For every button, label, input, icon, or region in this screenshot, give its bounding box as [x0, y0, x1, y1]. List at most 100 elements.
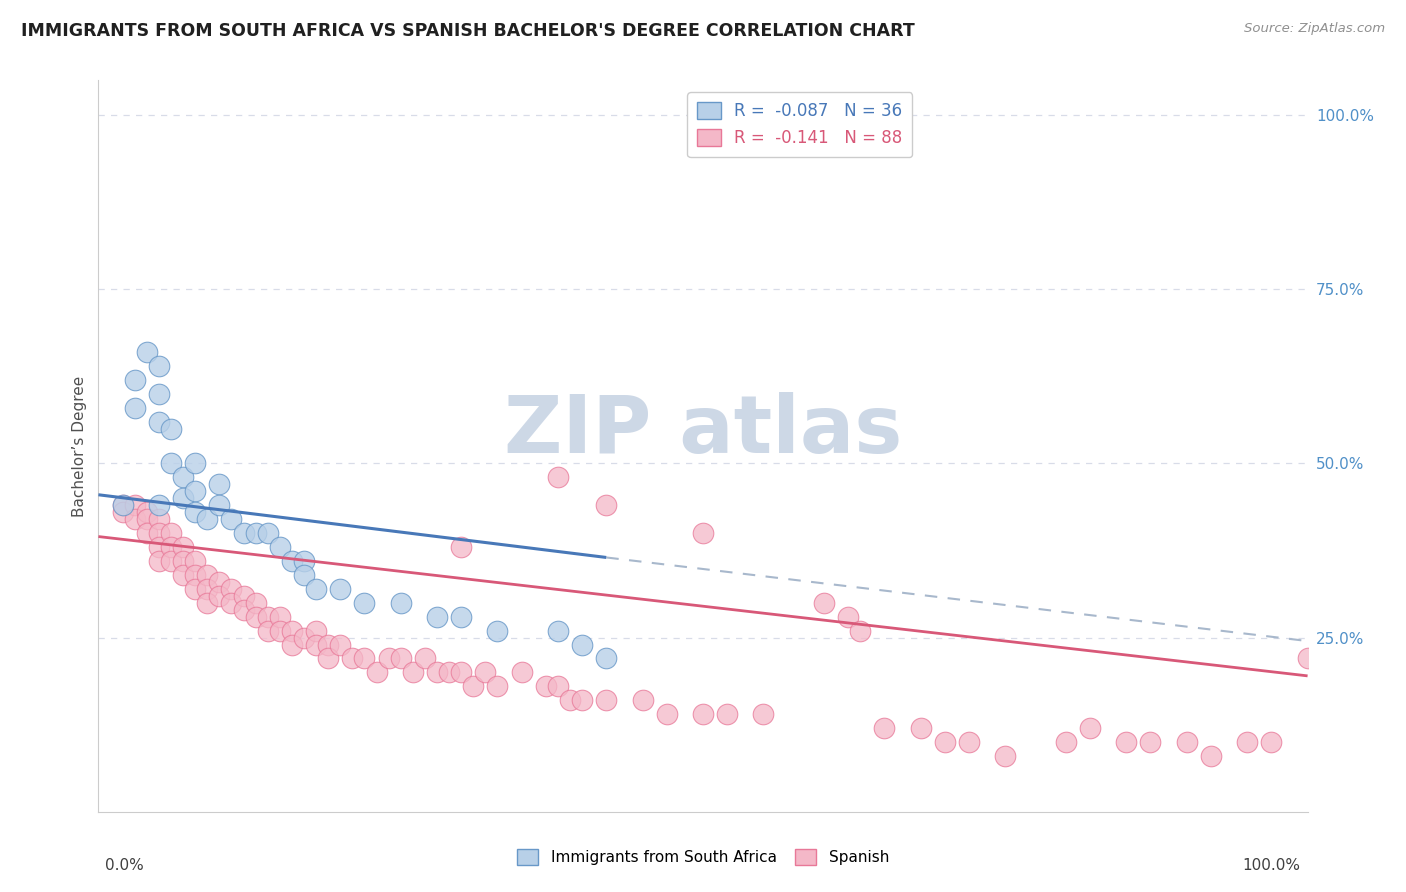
Point [221, 596, 243, 610]
Point [124, 498, 146, 512]
Point [111, 498, 134, 512]
Point [486, 624, 509, 638]
Point [934, 735, 956, 749]
Point [547, 470, 569, 484]
Point [329, 582, 352, 596]
Point [221, 582, 243, 596]
Point [184, 582, 207, 596]
Point [148, 540, 170, 554]
Point [1236, 735, 1258, 749]
Point [450, 540, 472, 554]
Point [135, 526, 157, 541]
Point [292, 554, 315, 568]
Point [172, 540, 194, 554]
Y-axis label: Bachelor’s Degree: Bachelor’s Degree [72, 376, 87, 516]
Point [752, 707, 775, 722]
Point [124, 373, 146, 387]
Point [184, 505, 207, 519]
Text: ZIP atlas: ZIP atlas [503, 392, 903, 470]
Point [208, 589, 231, 603]
Point [292, 631, 315, 645]
Point [1175, 735, 1198, 749]
Point [111, 498, 134, 512]
Point [413, 651, 436, 665]
Point [957, 735, 980, 749]
Point [232, 526, 254, 541]
Point [232, 603, 254, 617]
Point [595, 651, 617, 665]
Point [353, 651, 375, 665]
Point [389, 651, 412, 665]
Point [692, 526, 714, 541]
Point [148, 386, 170, 401]
Point [245, 596, 267, 610]
Point [1054, 735, 1077, 749]
Point [148, 498, 170, 512]
Text: IMMIGRANTS FROM SOUTH AFRICA VS SPANISH BACHELOR'S DEGREE CORRELATION CHART: IMMIGRANTS FROM SOUTH AFRICA VS SPANISH … [21, 22, 915, 40]
Point [256, 526, 278, 541]
Point [1115, 735, 1137, 749]
Point [342, 651, 364, 665]
Text: Source: ZipAtlas.com: Source: ZipAtlas.com [1244, 22, 1385, 36]
Point [195, 567, 218, 582]
Point [292, 567, 315, 582]
Point [1296, 651, 1319, 665]
Point [547, 679, 569, 693]
Point [316, 651, 339, 665]
Point [135, 512, 157, 526]
Point [1078, 721, 1101, 735]
Point [316, 638, 339, 652]
Point [595, 693, 617, 707]
Point [450, 665, 472, 680]
Point [353, 596, 375, 610]
Point [534, 679, 557, 693]
Point [305, 582, 328, 596]
Point [148, 554, 170, 568]
Point [329, 638, 352, 652]
Point [160, 554, 183, 568]
Point [281, 554, 304, 568]
Point [305, 638, 328, 652]
Point [111, 505, 134, 519]
Point [510, 665, 533, 680]
Point [474, 665, 496, 680]
Text: 0.0%: 0.0% [105, 858, 145, 872]
Legend: R =  -0.087   N = 36, R =  -0.141   N = 88: R = -0.087 N = 36, R = -0.141 N = 88 [688, 92, 912, 157]
Point [124, 401, 146, 415]
Point [160, 421, 183, 435]
Point [837, 609, 859, 624]
Point [910, 721, 932, 735]
Point [221, 512, 243, 526]
Point [195, 582, 218, 596]
Point [692, 707, 714, 722]
Point [377, 651, 399, 665]
Text: 100.0%: 100.0% [1243, 858, 1301, 872]
Point [184, 567, 207, 582]
Point [124, 512, 146, 526]
Point [160, 540, 183, 554]
Point [1139, 735, 1161, 749]
Point [716, 707, 738, 722]
Point [1260, 735, 1282, 749]
Point [172, 567, 194, 582]
Point [281, 638, 304, 652]
Point [195, 596, 218, 610]
Legend: Immigrants from South Africa, Spanish: Immigrants from South Africa, Spanish [510, 843, 896, 871]
Point [426, 609, 449, 624]
Point [135, 345, 157, 359]
Point [426, 665, 449, 680]
Point [655, 707, 678, 722]
Point [281, 624, 304, 638]
Point [195, 512, 218, 526]
Point [232, 589, 254, 603]
Point [148, 512, 170, 526]
Point [135, 505, 157, 519]
Point [269, 540, 291, 554]
Point [547, 624, 569, 638]
Point [160, 457, 183, 471]
Point [437, 665, 460, 680]
Point [208, 477, 231, 491]
Point [172, 470, 194, 484]
Point [184, 457, 207, 471]
Point [813, 596, 835, 610]
